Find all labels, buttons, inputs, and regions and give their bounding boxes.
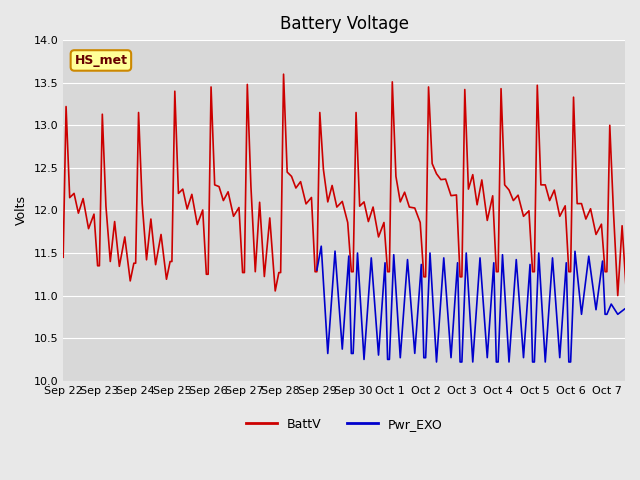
Pwr_EXO xyxy=(548,255,556,261)
Text: HS_met: HS_met xyxy=(74,54,127,67)
BattV xyxy=(637,310,640,315)
Pwr_EXO xyxy=(635,311,640,316)
Line: Pwr_EXO: Pwr_EXO xyxy=(317,246,640,362)
BattV xyxy=(534,83,541,88)
BattV xyxy=(529,269,536,275)
Pwr_EXO xyxy=(433,359,440,365)
Legend: BattV, Pwr_EXO: BattV, Pwr_EXO xyxy=(241,413,447,436)
BattV xyxy=(99,111,106,117)
Pwr_EXO xyxy=(637,312,640,317)
Pwr_EXO xyxy=(490,260,498,265)
BattV xyxy=(280,72,287,77)
Pwr_EXO xyxy=(476,255,484,261)
Pwr_EXO xyxy=(411,350,419,356)
BattV xyxy=(143,257,150,263)
Pwr_EXO xyxy=(313,267,321,273)
Y-axis label: Volts: Volts xyxy=(15,195,28,226)
BattV xyxy=(634,312,640,317)
Pwr_EXO xyxy=(420,355,428,360)
BattV xyxy=(473,202,481,208)
BattV xyxy=(239,270,246,276)
Pwr_EXO xyxy=(317,243,325,249)
BattV xyxy=(60,254,67,260)
Line: BattV: BattV xyxy=(63,74,640,314)
Title: Battery Voltage: Battery Voltage xyxy=(280,15,408,33)
